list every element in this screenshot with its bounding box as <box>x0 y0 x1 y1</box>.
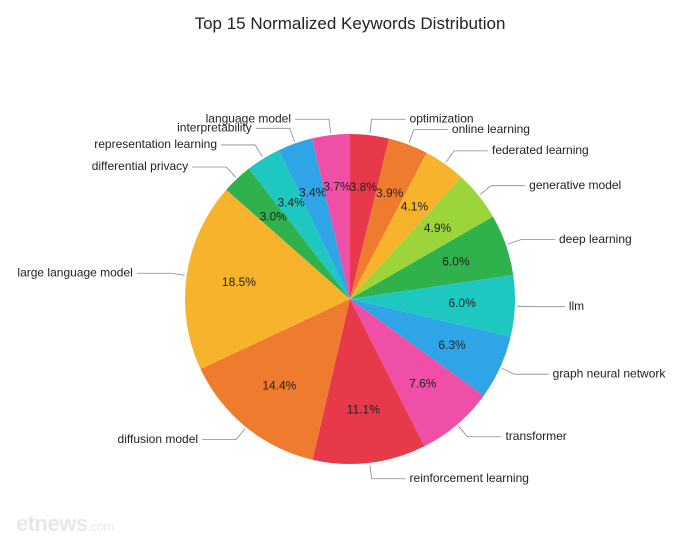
slice-percent: 4.9% <box>424 221 452 235</box>
slice-percent: 4.1% <box>401 199 429 213</box>
leader-line <box>192 167 236 177</box>
slice-percent: 14.4% <box>262 378 296 392</box>
leader-line <box>480 186 525 195</box>
slice-label: transformer <box>505 429 566 443</box>
leader-line <box>295 119 331 133</box>
slice-percent: 11.1% <box>347 403 380 417</box>
slice-label: graph neural network <box>553 366 667 380</box>
slice-label: generative model <box>529 178 621 192</box>
leader-line <box>446 151 488 162</box>
slice-percent: 6.0% <box>442 254 470 268</box>
slice-percent: 18.5% <box>222 275 256 289</box>
slice-label: deep learning <box>559 232 632 246</box>
leader-line <box>458 426 501 437</box>
leader-line <box>409 130 448 143</box>
slice-percent: 3.9% <box>376 186 404 200</box>
leader-line <box>517 306 565 307</box>
leader-line <box>370 465 406 479</box>
slice-label: diffusion model <box>118 432 199 446</box>
slice-label: federated learning <box>492 143 589 157</box>
slice-label: large language model <box>17 265 132 279</box>
slice-percent: 6.0% <box>448 296 476 310</box>
leader-line <box>202 429 245 440</box>
slice-label: reinforcement learning <box>410 471 529 485</box>
leader-line <box>508 240 555 245</box>
leader-line <box>221 145 262 157</box>
leader-line <box>256 128 295 141</box>
leader-line <box>370 119 406 133</box>
slice-label: llm <box>569 299 584 313</box>
slice-label: representation learning <box>94 137 217 151</box>
slice-percent: 6.3% <box>438 338 466 352</box>
chart-title: Top 15 Normalized Keywords Distribution <box>0 14 700 34</box>
slice-percent: 7.6% <box>409 377 437 391</box>
leader-line <box>137 273 185 275</box>
pie-chart: 3.8%optimization3.9%online learning4.1%f… <box>0 48 700 537</box>
slice-label: online learning <box>452 122 530 136</box>
slice-percent: 3.8% <box>350 180 378 194</box>
slice-percent: 3.7% <box>323 180 351 194</box>
slice-label: differential privacy <box>92 159 189 173</box>
slice-label: language model <box>206 111 291 125</box>
leader-line <box>502 368 549 374</box>
